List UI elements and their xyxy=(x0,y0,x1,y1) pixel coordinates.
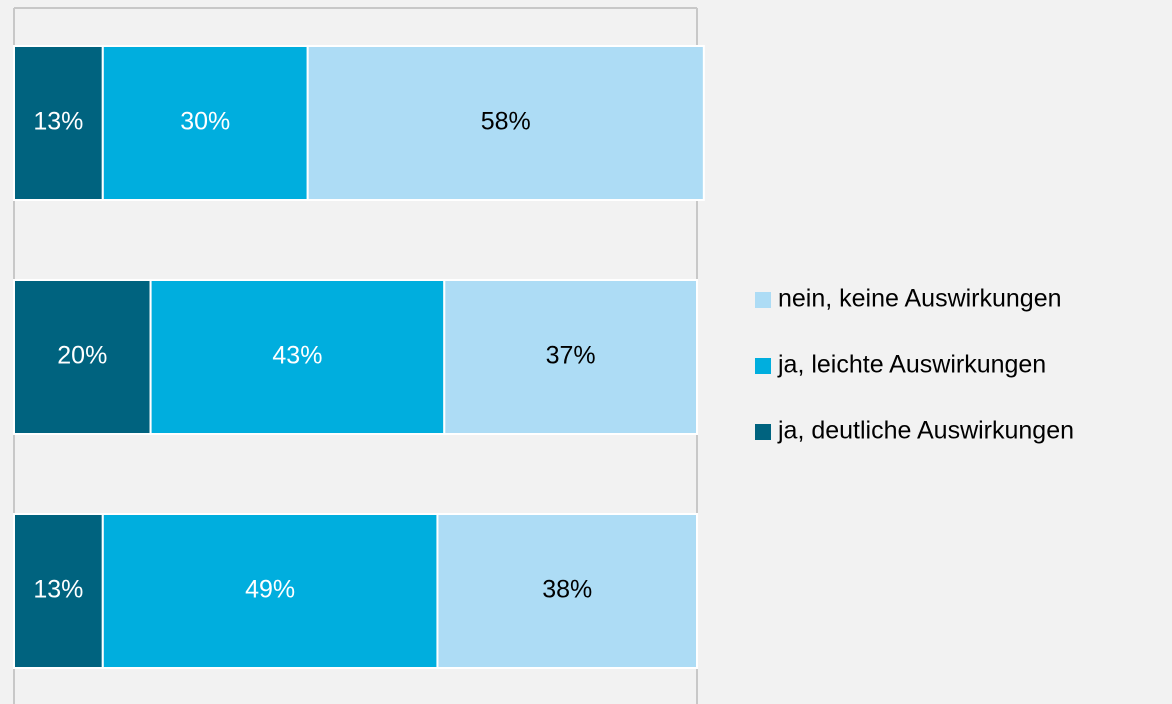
bar-segment xyxy=(13,513,104,669)
data-label: 13% xyxy=(33,576,83,604)
data-label: 20% xyxy=(57,342,107,370)
bar-segment xyxy=(443,279,699,435)
data-label: 43% xyxy=(272,342,322,370)
data-label: 13% xyxy=(33,108,83,136)
data-label: 30% xyxy=(180,108,230,136)
bar-segment xyxy=(306,45,705,201)
bar-segment xyxy=(101,513,439,669)
legend-label: nein, keine Auswirkungen xyxy=(778,285,1062,313)
bar-segment xyxy=(13,279,152,435)
bar-segment xyxy=(436,513,698,669)
legend-swatch xyxy=(755,424,771,440)
legend-label: ja, deutliche Auswirkungen xyxy=(777,417,1074,445)
legend-swatch xyxy=(755,292,771,308)
data-label: 37% xyxy=(546,342,596,370)
legend-label: ja, leichte Auswirkungen xyxy=(777,351,1046,379)
data-label: 58% xyxy=(481,108,531,136)
legend-swatch xyxy=(755,358,771,374)
bar-segment xyxy=(149,279,446,435)
data-label: 49% xyxy=(245,576,295,604)
data-label: 38% xyxy=(542,576,592,604)
bar-segment xyxy=(13,45,104,201)
